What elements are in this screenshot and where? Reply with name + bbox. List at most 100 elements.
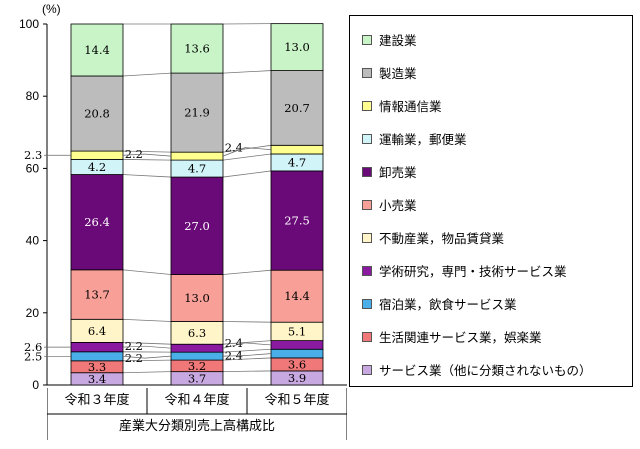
data-label: 13.0 (184, 291, 210, 305)
data-label: 2.4 (225, 141, 243, 155)
connector-line (122, 269, 172, 275)
legend-item: 情報通信業 (362, 96, 442, 115)
data-label: 3.2 (188, 359, 206, 373)
leader-line (222, 147, 246, 157)
data-label: 6.4 (88, 324, 106, 338)
bar-segment (170, 72, 224, 153)
bar-segment (70, 23, 124, 77)
legend-swatch (362, 100, 372, 111)
data-label: 27.5 (284, 214, 310, 228)
connector-line (222, 348, 272, 353)
data-label: 2.2 (125, 339, 143, 353)
legend-swatch (362, 232, 372, 243)
y-tick-label: 20 (26, 306, 40, 320)
data-label: 21.9 (184, 106, 210, 120)
legend-swatch (362, 34, 372, 45)
legend-label: 卸売業 (379, 165, 417, 180)
bar-segment (270, 340, 324, 350)
category-label: 令和３年度 (64, 393, 130, 408)
data-label: 14.4 (84, 43, 110, 57)
legend-item: サービス業（他に分類されないもの） (362, 360, 592, 379)
connector-line (222, 153, 272, 161)
connector-line (222, 70, 272, 74)
data-label: 2.2 (125, 351, 143, 365)
bar-segment (170, 343, 224, 353)
bar-segment (70, 75, 124, 152)
connector-line (122, 174, 172, 178)
x-axis-title: 産業大分類別売上高構成比 (118, 419, 275, 434)
category-label: 令和５年度 (264, 393, 330, 408)
legend-label: 小売業 (379, 198, 417, 213)
legend-swatch (362, 166, 372, 177)
category-label: 令和４年度 (164, 393, 230, 408)
leader-line (122, 153, 146, 156)
legend-swatch (362, 67, 372, 78)
legend-item: 卸売業 (362, 162, 417, 181)
y-tick-label: 0 (32, 378, 39, 392)
y-axis-unit-label: (%) (42, 2, 61, 16)
bar-segment (170, 23, 224, 74)
legend-item: 小売業 (362, 195, 417, 214)
category-axis-table: 令和３年度 令和４年度 令和５年度 産業大分類別売上高構成比 (47, 388, 347, 440)
legend-label: 建設業 (379, 33, 417, 48)
connector-line (122, 318, 172, 322)
data-label: 13.6 (184, 42, 210, 56)
legend-item: 生活関連サービス業，娯楽業 (362, 327, 542, 346)
leader-line (244, 353, 272, 356)
bar-segment (270, 170, 324, 271)
legend-item: 運輸業，郵便業 (362, 129, 467, 148)
leader-line (222, 355, 246, 357)
data-label: 3.7 (188, 371, 206, 385)
bar-segment (70, 174, 124, 271)
data-label: 20.8 (84, 107, 110, 121)
connector-lines (122, 23, 272, 374)
legend-label: 学術研究，専門・技術サービス業 (379, 264, 567, 279)
data-label: 2.4 (225, 336, 243, 350)
data-label: 4.2 (88, 160, 106, 174)
y-tick-label: 80 (26, 89, 40, 103)
data-label: 4.7 (288, 155, 306, 169)
legend-swatch (362, 364, 372, 375)
data-label: 3.6 (288, 357, 306, 371)
legend-label: サービス業（他に分類されないもの） (379, 363, 592, 378)
legend-label: 宿泊業，飲食サービス業 (379, 297, 517, 312)
leader-line (144, 153, 172, 157)
legend-swatch (362, 331, 372, 342)
leader-line (144, 345, 172, 349)
leader-line (244, 342, 272, 346)
legend-swatch (362, 265, 372, 276)
leader-line (122, 355, 146, 359)
legend-swatch (362, 298, 372, 309)
bar-segment (170, 274, 224, 322)
leader-line (122, 345, 146, 348)
bar-segment (170, 151, 224, 161)
legend-item: 不動産業，物品賃貸業 (362, 228, 504, 247)
connector-line (222, 340, 272, 345)
connector-line (122, 371, 172, 374)
y-tick-label: 100 (19, 17, 39, 31)
legend-item: 製造業 (362, 63, 417, 82)
legend-label: 生活関連サービス業，娯楽業 (379, 330, 542, 345)
data-label: 27.0 (184, 219, 210, 233)
data-label: 20.7 (284, 101, 310, 115)
y-tick-label: 60 (26, 161, 40, 175)
connector-line (122, 158, 172, 161)
connector-line (122, 150, 172, 153)
connector-line (122, 342, 172, 345)
data-label: 2.6 (24, 340, 42, 354)
data-label: 26.4 (84, 215, 110, 229)
category-table-lines (47, 388, 347, 440)
legend-swatch (362, 199, 372, 210)
data-label: 3.9 (288, 371, 306, 385)
legend-item: 建設業 (362, 30, 417, 49)
data-label: 2.5 (24, 349, 42, 363)
legend-label: 情報通信業 (379, 99, 442, 114)
connector-line (122, 72, 172, 77)
data-label: 3.4 (88, 372, 106, 386)
leader-line (244, 147, 272, 150)
bar-segment (270, 70, 324, 146)
leader-line (144, 355, 172, 359)
connector-line (222, 144, 272, 153)
data-label: 5.1 (288, 324, 306, 338)
